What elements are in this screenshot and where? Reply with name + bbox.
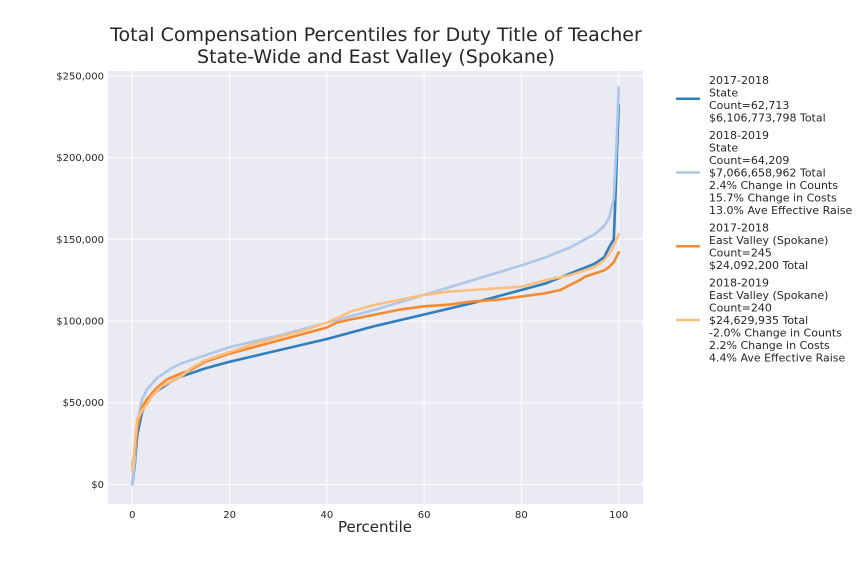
y-tick-label: $0 <box>91 480 104 491</box>
legend: 2017-2018 State Count=62,713 $6,106,773,798… <box>676 74 853 365</box>
legend-label: 2017-2018 State Count=62,713 $6,106,773,798… <box>709 74 826 125</box>
y-tick-label: $150,000 <box>56 235 104 246</box>
series-line-3 <box>131 251 620 467</box>
y-tick-label: $50,000 <box>63 398 104 409</box>
series-lines <box>131 86 620 486</box>
series-line-4 <box>131 233 620 473</box>
x-tick-label: 100 <box>609 510 628 521</box>
x-tick-label: 0 <box>129 510 135 521</box>
series-line-2 <box>131 86 620 486</box>
x-tick-label: 60 <box>418 510 431 521</box>
legend-label: 2017-2018 East Valley (Spokane) Count=245 $… <box>709 222 828 273</box>
x-tick-label: 80 <box>515 510 528 521</box>
x-axis-ticks: 0 20 40 60 80 100 <box>129 510 628 521</box>
legend-item-2: 2018-2019 State Count=64,209 $7,066,658,962… <box>676 129 853 217</box>
legend-item-3: 2017-2018 East Valley (Spokane) Count=245 $… <box>676 222 828 273</box>
y-tick-label: $250,000 <box>56 71 104 82</box>
y-tick-label: $100,000 <box>56 316 104 327</box>
x-tick-label: 20 <box>223 510 236 521</box>
legend-item-1: 2017-2018 State Count=62,713 $6,106,773,798… <box>676 74 826 125</box>
plot-area <box>108 71 643 504</box>
y-axis-ticks: $0 $50,000 $100,000 $150,000 $200,000 $250,00… <box>56 71 104 490</box>
x-tick-label: 40 <box>320 510 333 521</box>
y-tick-label: $200,000 <box>56 153 104 164</box>
legend-label: 2018-2019 East Valley (Spokane) Count=240 $… <box>709 277 846 365</box>
legend-item-4: 2018-2019 East Valley (Spokane) Count=240 $… <box>676 277 846 365</box>
x-axis-label: Percentile <box>338 518 412 536</box>
chart-title-line-1: Total Compensation Percentiles for Duty … <box>109 24 642 46</box>
legend-label: 2018-2019 State Count=64,209 $7,066,658,962… <box>709 129 853 217</box>
chart-title-line-2: State-Wide and East Valley (Spokane) <box>197 46 555 68</box>
